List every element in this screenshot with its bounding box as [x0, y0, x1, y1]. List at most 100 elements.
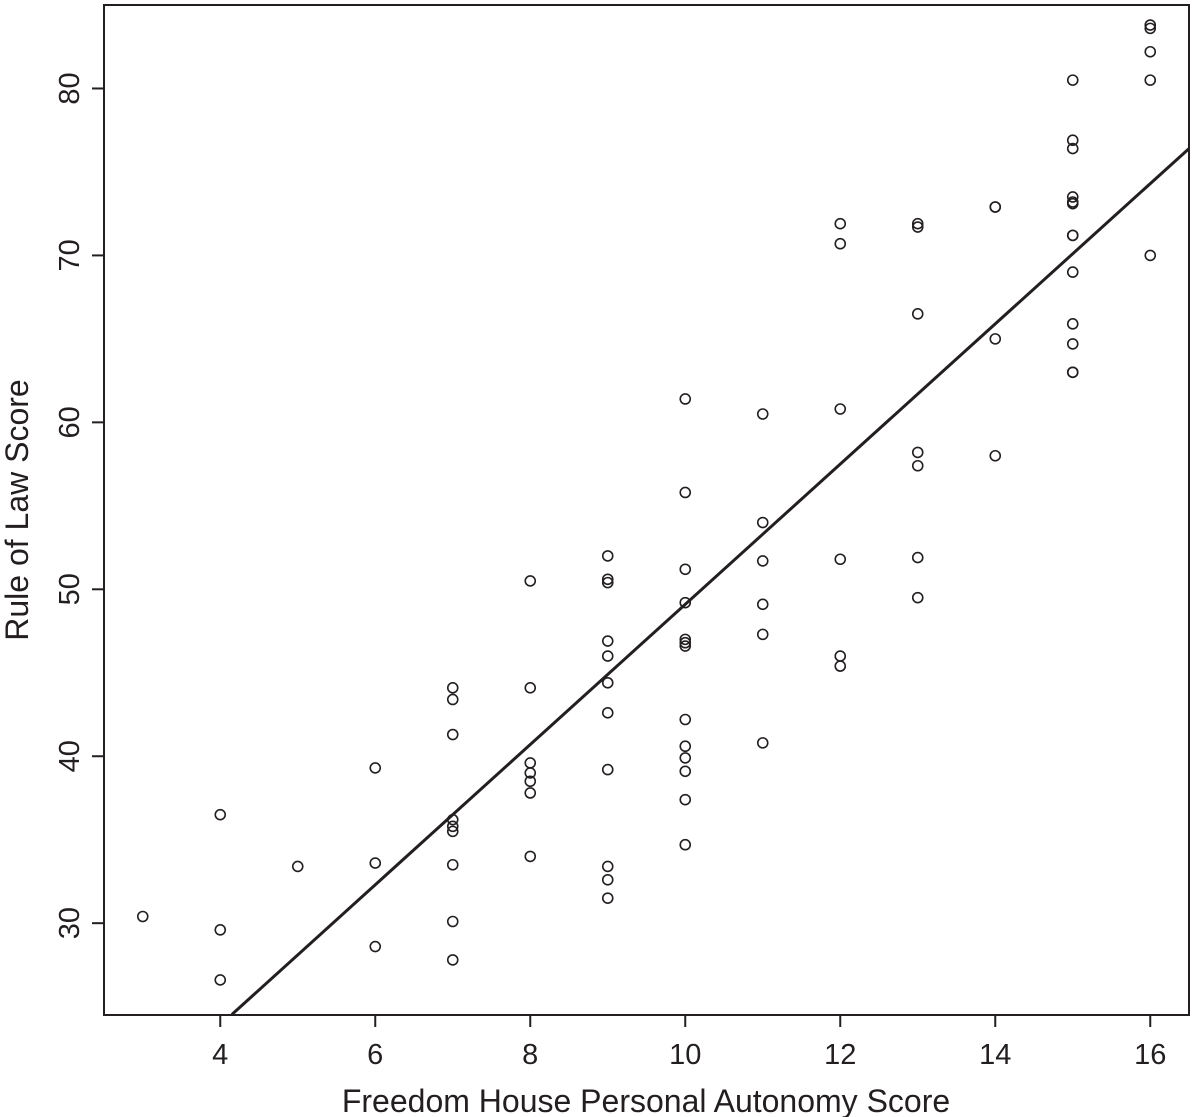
- x-axis-title: Freedom House Personal Autonomy Score: [342, 1083, 950, 1117]
- data-point: [679, 838, 692, 851]
- data-point: [446, 825, 459, 838]
- data-point: [1066, 266, 1079, 278]
- data-point: [756, 628, 769, 641]
- data-point: [1066, 338, 1079, 350]
- data-point: [291, 860, 304, 873]
- x-tick-label: 14: [979, 1039, 1011, 1071]
- data-point: [601, 707, 614, 719]
- y-axis-title: Rule of Law Score: [0, 379, 35, 640]
- data-point: [834, 660, 847, 672]
- data-point: [679, 793, 692, 806]
- data-point: [911, 308, 924, 320]
- data-point: [911, 221, 924, 233]
- y-tick-label: 50: [54, 573, 86, 605]
- data-point: [756, 737, 769, 749]
- data-point: [1144, 19, 1157, 31]
- data-point: [369, 940, 382, 953]
- data-point: [446, 693, 459, 706]
- data-point: [911, 446, 924, 459]
- data-point: [524, 775, 537, 788]
- x-tick-label: 4: [212, 1039, 228, 1071]
- data-point: [446, 820, 459, 833]
- data-point: [679, 486, 692, 499]
- data-point: [524, 575, 537, 587]
- regression-line: [230, 147, 1189, 1015]
- data-point: [1066, 74, 1079, 86]
- data-point: [524, 681, 537, 694]
- points-layer: [136, 19, 1157, 986]
- data-point: [601, 676, 614, 689]
- data-point: [1066, 318, 1079, 330]
- data-point: [1066, 142, 1079, 155]
- data-point: [446, 681, 459, 694]
- data-point: [446, 915, 459, 928]
- data-point: [214, 924, 227, 936]
- data-point: [911, 551, 924, 564]
- data-point: [524, 850, 537, 863]
- data-point: [524, 767, 537, 779]
- data-point: [601, 550, 614, 562]
- x-tick-label: 6: [367, 1039, 383, 1071]
- data-point: [989, 333, 1002, 345]
- data-point: [679, 640, 692, 652]
- data-point: [446, 954, 459, 966]
- data-point: [679, 636, 692, 649]
- data-point: [834, 403, 847, 415]
- data-point: [1144, 22, 1157, 35]
- x-tick-label: 8: [522, 1039, 538, 1071]
- data-point: [601, 892, 614, 904]
- data-point: [756, 408, 769, 420]
- data-point: [989, 201, 1002, 213]
- data-point: [601, 573, 614, 586]
- data-point: [1066, 366, 1079, 379]
- data-point: [1066, 197, 1079, 210]
- plot-frame: [103, 4, 1190, 1016]
- data-point: [834, 237, 847, 250]
- data-point: [1066, 191, 1079, 203]
- data-point: [679, 765, 692, 778]
- data-point: [911, 217, 924, 230]
- data-point: [756, 516, 769, 529]
- x-tick-label: 16: [1134, 1039, 1166, 1071]
- data-point: [679, 740, 692, 753]
- fit-layer: [230, 147, 1189, 1015]
- data-point: [911, 591, 924, 604]
- data-point: [679, 393, 692, 405]
- data-point: [834, 553, 847, 566]
- data-point: [1066, 229, 1079, 242]
- data-point: [1066, 134, 1079, 147]
- data-point: [601, 635, 614, 647]
- data-point: [601, 576, 614, 589]
- data-point: [911, 459, 924, 472]
- data-point: [834, 217, 847, 230]
- y-tick-label: 80: [54, 72, 86, 104]
- data-point: [679, 752, 692, 764]
- data-point: [524, 787, 537, 799]
- data-point: [1144, 249, 1157, 262]
- data-point: [136, 910, 149, 923]
- data-point: [1144, 45, 1157, 58]
- data-point: [756, 598, 769, 611]
- data-point: [446, 813, 459, 826]
- y-tick-label: 70: [54, 239, 86, 271]
- data-point: [601, 873, 614, 886]
- data-point: [446, 728, 459, 741]
- data-point: [756, 555, 769, 567]
- data-point: [601, 763, 614, 776]
- data-point: [679, 563, 692, 576]
- data-point: [679, 596, 692, 609]
- data-point: [834, 650, 847, 662]
- x-axis: 4 6 8 10 12 14 16: [212, 1015, 1166, 1071]
- data-point: [214, 974, 227, 986]
- data-point: [369, 857, 382, 869]
- data-point: [214, 808, 227, 821]
- x-tick-label: 12: [824, 1039, 856, 1071]
- data-point: [1144, 74, 1157, 86]
- x-tick-label: 10: [669, 1039, 701, 1071]
- y-tick-label: 30: [54, 907, 86, 939]
- data-point: [369, 762, 382, 774]
- y-axis: 30 40 50 60 70 80: [54, 72, 104, 939]
- data-point: [446, 858, 459, 871]
- data-point: [524, 757, 537, 769]
